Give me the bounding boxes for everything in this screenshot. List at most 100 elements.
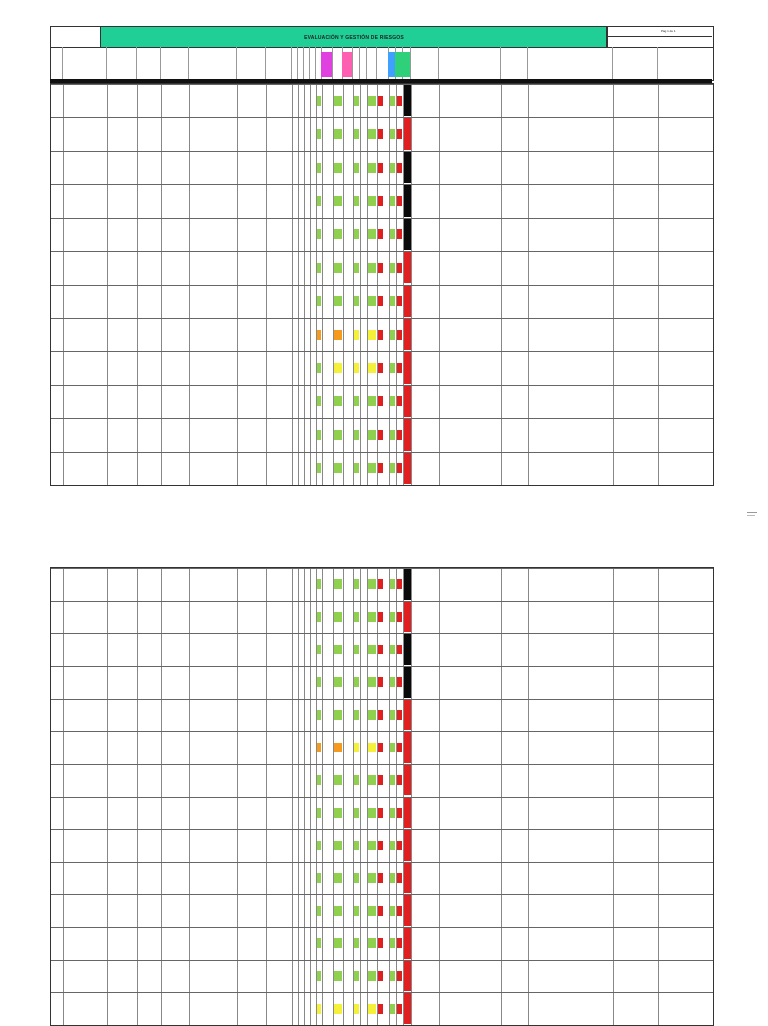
risk-flag-cell — [378, 971, 383, 981]
table-row — [51, 698, 713, 732]
header-color-cell — [395, 52, 402, 77]
risk-flag-cell — [378, 95, 383, 106]
risk-flag-cell — [397, 807, 402, 818]
risk-flag-cell — [378, 229, 383, 240]
risk-level-cell — [390, 709, 395, 720]
header-column-divider — [527, 47, 528, 79]
side-marker — [747, 515, 755, 516]
risk-level-cell — [334, 463, 342, 474]
risk-level-cell — [354, 971, 359, 981]
risk-flag-cell — [378, 463, 383, 474]
risk-valuation-cell — [404, 385, 411, 418]
risk-level-cell — [334, 938, 342, 949]
risk-level-cell — [390, 296, 395, 307]
risk-level-cell — [368, 162, 376, 173]
risk-flag-cell — [397, 840, 402, 851]
header-color-cell — [342, 52, 352, 77]
risk-valuation-cell — [404, 452, 411, 484]
risk-level-cell — [354, 807, 359, 818]
risk-flag-cell — [397, 905, 402, 916]
risk-flag-cell — [397, 612, 402, 622]
risk-level-cell — [354, 905, 359, 916]
risk-level-cell — [334, 229, 342, 240]
header-black-bar — [50, 79, 712, 83]
risk-valuation-cell — [404, 634, 411, 665]
risk-level-cell — [368, 677, 376, 688]
risk-level-cell — [390, 677, 395, 688]
risk-level-cell — [354, 229, 359, 240]
risk-flag-cell — [378, 775, 383, 786]
risk-valuation-cell — [404, 318, 411, 351]
header-column-divider — [236, 47, 237, 79]
header-column-divider — [332, 47, 333, 79]
risk-flag-cell — [378, 742, 383, 753]
risk-level-cell — [334, 129, 342, 140]
risk-valuation-cell — [404, 960, 411, 992]
risk-matrix-table-continued — [50, 567, 714, 1026]
risk-level-cell — [317, 840, 321, 851]
table-row — [51, 763, 713, 797]
risk-level-cell — [368, 840, 376, 851]
table-row — [51, 384, 713, 418]
header-column-divider — [160, 47, 161, 79]
risk-valuation-cell — [404, 764, 411, 796]
risk-level-cell — [390, 938, 395, 949]
risk-valuation-cell — [404, 699, 411, 731]
table-row — [51, 568, 713, 601]
table-row — [51, 861, 713, 895]
risk-level-cell — [390, 905, 395, 916]
risk-level-cell — [334, 579, 342, 590]
risk-level-cell — [317, 938, 321, 949]
risk-level-cell — [317, 644, 321, 655]
risk-flag-cell — [378, 873, 383, 883]
risk-level-cell — [354, 429, 359, 440]
risk-level-cell — [334, 1003, 342, 1014]
risk-flag-cell — [397, 262, 402, 273]
risk-level-cell — [368, 195, 376, 206]
risk-valuation-cell — [404, 285, 411, 317]
risk-level-cell — [334, 971, 342, 981]
header-column-divider — [106, 47, 107, 79]
risk-level-cell — [368, 296, 376, 307]
table-row — [51, 796, 713, 830]
header-column-divider — [438, 47, 439, 79]
risk-level-cell — [390, 262, 395, 273]
risk-level-cell — [334, 329, 342, 340]
risk-level-cell — [390, 644, 395, 655]
risk-level-cell — [334, 162, 342, 173]
risk-level-cell — [354, 1003, 359, 1014]
page-number-label: Pág 1 de 1 — [661, 29, 676, 33]
risk-flag-cell — [378, 807, 383, 818]
risk-level-cell — [368, 807, 376, 818]
risk-level-cell — [334, 775, 342, 786]
risk-flag-cell — [397, 644, 402, 655]
table-row — [51, 451, 713, 485]
risk-level-cell — [368, 775, 376, 786]
risk-level-cell — [317, 742, 321, 753]
risk-flag-cell — [397, 742, 402, 753]
risk-flag-cell — [397, 579, 402, 590]
risk-level-cell — [368, 644, 376, 655]
risk-valuation-cell — [404, 830, 411, 861]
risk-level-cell — [317, 162, 321, 173]
header-column-divider — [352, 47, 353, 79]
header-column-divider — [376, 47, 377, 79]
header-column-divider — [366, 47, 367, 79]
table-row — [51, 829, 713, 862]
risk-flag-cell — [378, 905, 383, 916]
risk-level-cell — [368, 873, 376, 883]
side-marker — [747, 512, 757, 513]
risk-flag-cell — [397, 677, 402, 688]
risk-level-cell — [368, 329, 376, 340]
risk-flag-cell — [397, 329, 402, 340]
risk-flag-cell — [397, 129, 402, 140]
risk-level-cell — [334, 677, 342, 688]
risk-level-cell — [317, 775, 321, 786]
table-row — [51, 150, 713, 184]
risk-valuation-cell — [404, 862, 411, 894]
risk-level-cell — [354, 396, 359, 407]
risk-flag-cell — [378, 612, 383, 622]
risk-flag-cell — [397, 873, 402, 883]
header-column-divider — [297, 47, 298, 79]
risk-level-cell — [368, 95, 376, 106]
